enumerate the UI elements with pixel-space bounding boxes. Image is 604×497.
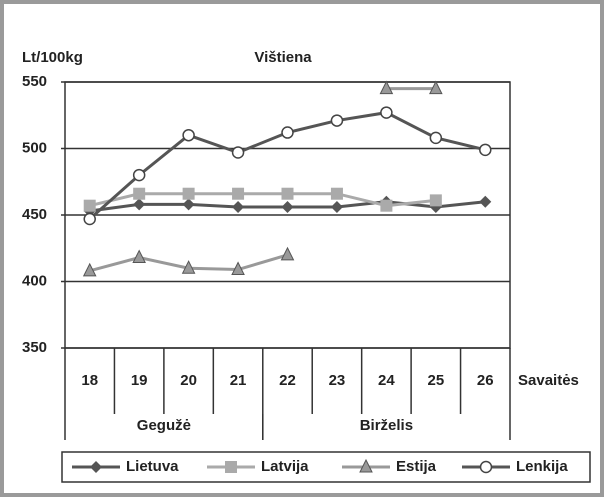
marker — [380, 106, 393, 119]
marker — [281, 201, 294, 214]
marker — [479, 460, 493, 474]
marker — [479, 143, 492, 157]
legend-label: Lenkija — [516, 458, 568, 475]
marker — [232, 187, 245, 200]
x-tick-label: 19 — [131, 372, 148, 389]
marker — [90, 461, 102, 473]
legend-label: Lietuva — [126, 458, 179, 475]
x-tick-label: 23 — [329, 372, 346, 389]
x-tick-label: 22 — [279, 372, 296, 389]
marker — [182, 198, 195, 211]
marker — [429, 80, 443, 95]
marker — [231, 146, 245, 159]
marker — [225, 461, 237, 473]
marker — [182, 128, 195, 142]
marker — [429, 194, 442, 207]
marker — [359, 458, 373, 473]
x-tick-label: 24 — [378, 372, 395, 389]
marker — [429, 131, 443, 145]
marker — [82, 262, 97, 277]
marker — [281, 126, 294, 139]
marker — [380, 199, 393, 212]
marker — [83, 212, 96, 226]
marker — [232, 201, 245, 214]
x-tick-label: 25 — [427, 372, 444, 389]
marker — [280, 246, 295, 261]
marker — [133, 187, 146, 200]
legend-label: Latvija — [261, 458, 309, 475]
legend-label: Estija — [396, 458, 437, 475]
marker — [330, 114, 344, 127]
group-label: Gegužė — [137, 417, 191, 434]
marker — [132, 168, 146, 182]
marker — [181, 260, 196, 274]
chart-title: Vištiena — [254, 49, 312, 66]
y-tick-label: 350 — [22, 339, 47, 356]
x-tick-label: 21 — [230, 372, 247, 389]
y-axis-label: Lt/100kg — [22, 49, 83, 66]
y-tick-label: 400 — [22, 272, 47, 289]
marker — [182, 187, 195, 200]
y-tick-label: 500 — [22, 139, 47, 156]
marker — [330, 201, 343, 214]
marker — [133, 198, 146, 211]
marker — [479, 195, 492, 208]
marker — [83, 199, 96, 212]
group-label: Birželis — [360, 417, 413, 434]
x-axis-label: Savaitės — [518, 372, 579, 389]
x-tick-label: 20 — [180, 372, 197, 389]
marker — [330, 187, 343, 200]
series-line — [89, 192, 436, 208]
x-tick-label: 18 — [81, 372, 98, 389]
marker — [132, 249, 146, 264]
marker — [379, 80, 394, 95]
y-tick-label: 450 — [22, 206, 47, 223]
legend — [61, 451, 591, 483]
y-tick-label: 550 — [22, 73, 47, 90]
marker — [231, 261, 245, 276]
x-tick-label: 26 — [477, 372, 494, 389]
marker — [281, 187, 294, 200]
